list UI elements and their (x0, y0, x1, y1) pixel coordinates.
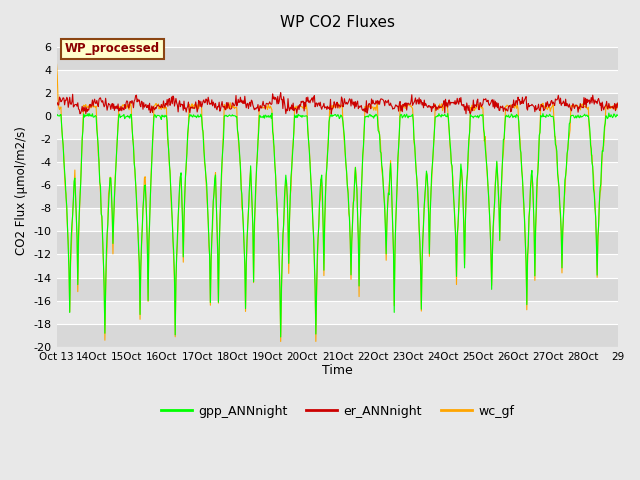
er_ANNnight (76, 111, 84, 117)
gpp_ANNnight (52, 113, 60, 119)
wc_gf (271, 161, 278, 167)
er_ANNnight (272, 95, 280, 100)
Bar (56, 300, 618, 324)
wc_gf (614, 105, 622, 110)
er_ANNnight (428, 104, 436, 109)
Line: er_ANNnight: er_ANNnight (56, 93, 618, 114)
Bar (56, 93, 618, 116)
wc_gf (396, 103, 404, 108)
er_ANNnight (52, 99, 60, 105)
wc_gf (222, 103, 230, 108)
gpp_ANNnight (222, 113, 230, 119)
gpp_ANNnight (118, 113, 126, 119)
gpp_ANNnight (396, 114, 404, 120)
gpp_ANNnight (277, 334, 285, 340)
gpp_ANNnight (428, 172, 435, 178)
gpp_ANNnight (614, 113, 622, 119)
Bar (56, 70, 618, 93)
er_ANNnight (614, 99, 622, 105)
Bar (56, 324, 618, 347)
Bar (56, 162, 618, 185)
er_ANNnight (397, 108, 404, 114)
er_ANNnight (119, 106, 127, 111)
Bar (56, 116, 618, 139)
Legend: gpp_ANNnight, er_ANNnight, wc_gf: gpp_ANNnight, er_ANNnight, wc_gf (156, 400, 520, 423)
wc_gf (428, 180, 435, 186)
gpp_ANNnight (271, 161, 278, 167)
gpp_ANNnight (605, 110, 612, 116)
Text: WP_processed: WP_processed (65, 42, 160, 56)
Y-axis label: CO2 Flux (μmol/m2/s): CO2 Flux (μmol/m2/s) (15, 127, 28, 255)
Bar (56, 47, 618, 70)
er_ANNnight (223, 100, 230, 106)
gpp_ANNnight (250, 279, 257, 285)
wc_gf (250, 280, 257, 286)
Line: gpp_ANNnight: gpp_ANNnight (56, 113, 618, 337)
wc_gf (118, 102, 126, 108)
Bar (56, 185, 618, 208)
X-axis label: Time: Time (322, 364, 353, 377)
wc_gf (52, 61, 60, 67)
Title: WP CO2 Fluxes: WP CO2 Fluxes (280, 15, 395, 30)
wc_gf (277, 338, 285, 344)
er_ANNnight (250, 107, 258, 113)
Bar (56, 231, 618, 254)
Bar (56, 139, 618, 162)
er_ANNnight (277, 90, 285, 96)
Bar (56, 277, 618, 300)
Bar (56, 208, 618, 231)
Line: wc_gf: wc_gf (56, 64, 618, 341)
Bar (56, 254, 618, 277)
